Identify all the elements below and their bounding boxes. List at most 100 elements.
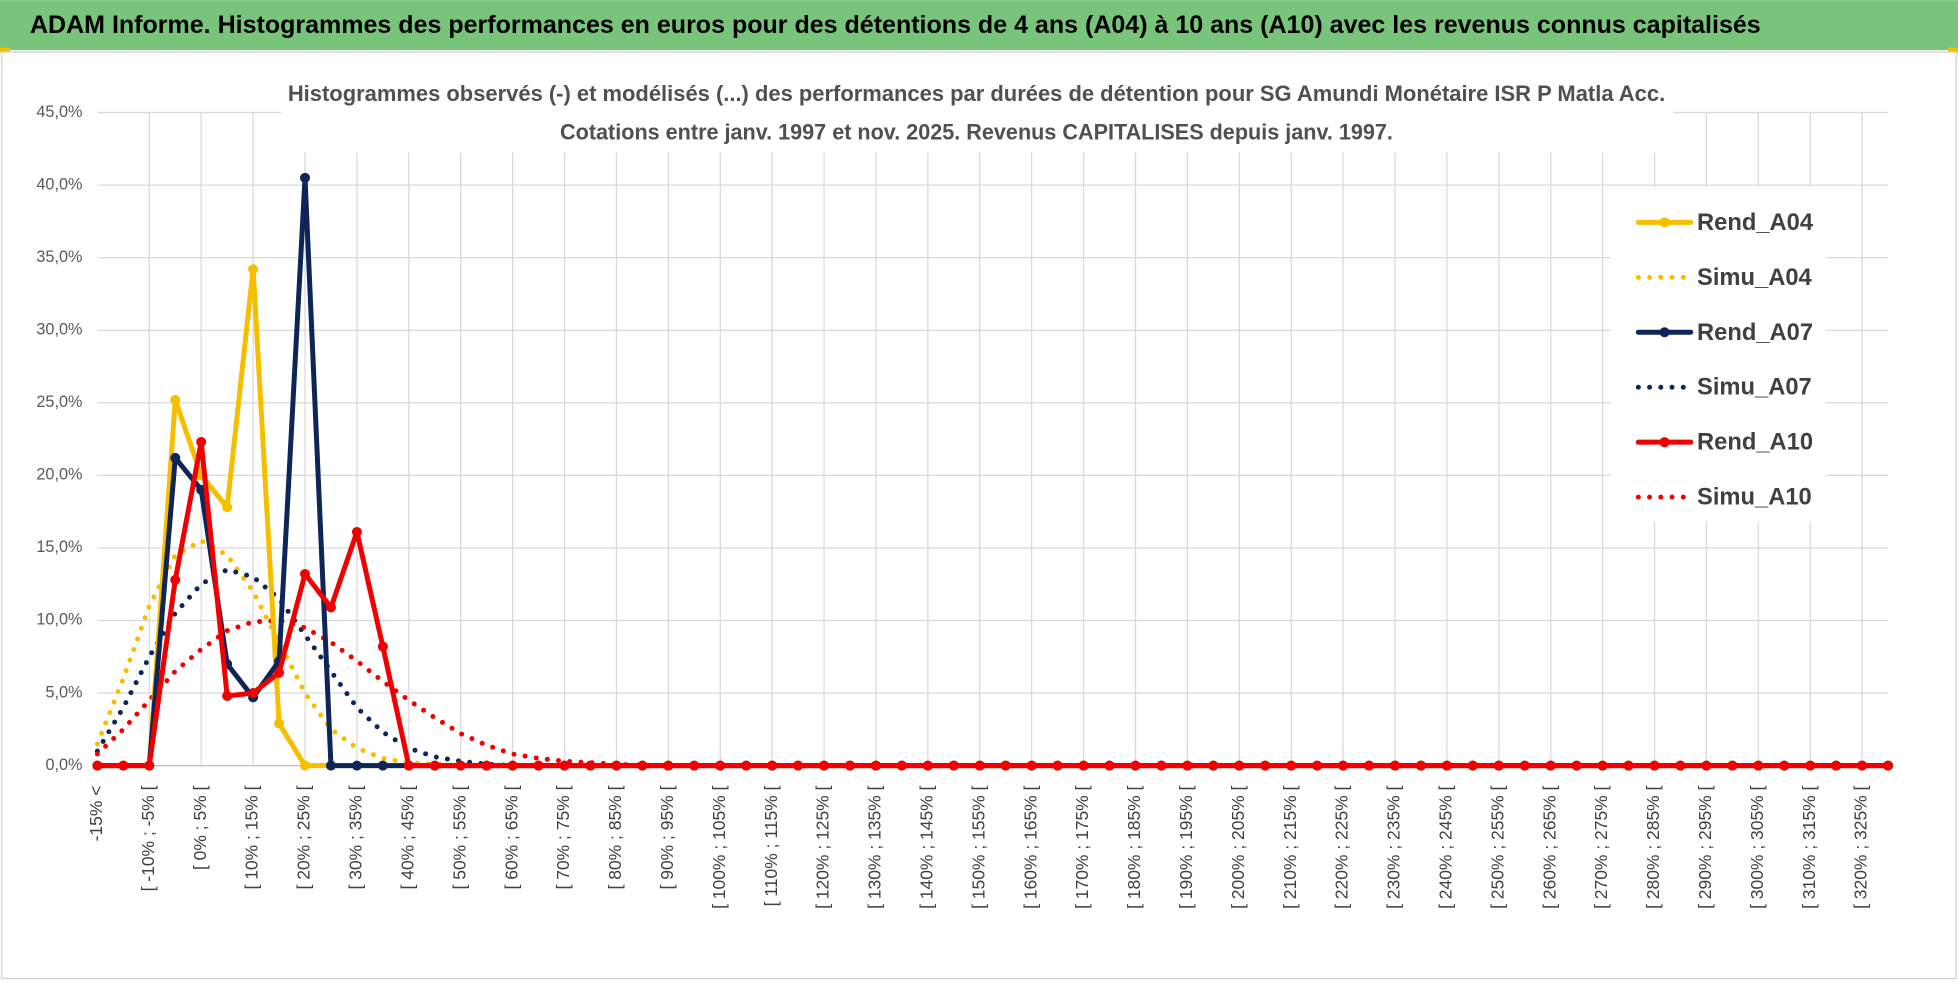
point (1130, 760, 1141, 771)
point (455, 760, 466, 771)
point (1000, 760, 1011, 771)
point (689, 760, 700, 771)
legend-label: Simu_A04 (1697, 265, 1812, 291)
point (248, 264, 259, 275)
point (845, 760, 855, 771)
chart-frame (1, 51, 1957, 980)
x-tick-label: [ 20% ; 25% [ (294, 785, 314, 889)
point (92, 760, 103, 771)
point (1493, 760, 1504, 771)
point (1519, 760, 1530, 771)
y-tick-label: 10,0% (36, 611, 82, 629)
x-tick-label: [ 170% ; 175% [ (1072, 785, 1092, 908)
point (1623, 760, 1634, 771)
point (1364, 760, 1375, 771)
y-tick-label: 40,0% (36, 175, 82, 193)
header-title: ADAM Informe. Histogrammes des performan… (30, 11, 1761, 39)
point (300, 569, 311, 580)
point (325, 602, 336, 613)
point (274, 718, 285, 729)
legend-background (1610, 187, 1826, 523)
point (481, 760, 492, 771)
point (507, 760, 518, 771)
point (222, 502, 233, 513)
y-tick-label: 35,0% (36, 248, 82, 266)
point (1104, 760, 1115, 771)
y-tick-label: 25,0% (36, 393, 82, 411)
point (1078, 760, 1089, 771)
y-tick-label: 15,0% (36, 538, 82, 556)
x-tick-label: [ 220% ; 225% [ (1332, 785, 1352, 908)
y-tick-label: 5,0% (45, 683, 82, 701)
series-line (94, 567, 1891, 769)
point (793, 760, 804, 771)
x-tick-label: [ 100% ; 105% [ (709, 785, 729, 908)
point (1857, 760, 1868, 771)
x-tick-label: [ 210% ; 215% [ (1280, 785, 1300, 908)
point (1675, 760, 1686, 771)
x-tick-label: -15% < (86, 786, 106, 842)
point (585, 760, 596, 771)
legend-marker (1659, 327, 1670, 338)
point (1831, 760, 1842, 771)
point (1026, 760, 1037, 771)
point (1779, 760, 1790, 771)
x-tick-label: [ 180% ; 185% [ (1124, 785, 1144, 908)
x-tick-label: [ 260% ; 265% [ (1539, 785, 1559, 908)
x-tick-label: [ 10% ; 15% [ (242, 785, 262, 889)
point (144, 760, 155, 771)
point (325, 760, 336, 771)
corner (0, 47, 10, 53)
legend-label: Rend_A10 (1697, 430, 1813, 456)
x-tick-label: [ 250% ; 255% [ (1487, 785, 1507, 908)
point (1156, 760, 1167, 771)
x-tick-label: [ 90% ; 95% [ (657, 785, 677, 889)
point (1545, 760, 1556, 771)
x-tick-label: [ 300% ; 305% [ (1747, 785, 1767, 908)
point (767, 760, 778, 771)
point (819, 760, 830, 771)
point (351, 526, 362, 537)
point (1727, 760, 1738, 771)
point (429, 760, 440, 771)
point (948, 760, 959, 771)
x-tick-label: [ 160% ; 165% [ (1020, 785, 1040, 908)
x-tick-label: [ 280% ; 285% [ (1643, 785, 1663, 908)
point (1208, 760, 1219, 771)
x-tick-label: [ 40% ; 45% [ (397, 785, 417, 889)
x-tick-label: [ 70% ; 75% [ (553, 785, 573, 889)
point (300, 172, 311, 183)
x-tick-label: [ 120% ; 125% [ (813, 785, 833, 908)
x-tick-label: [ 80% ; 85% [ (605, 785, 625, 889)
corner (1948, 47, 1958, 53)
point (1052, 760, 1063, 771)
x-tick-label: [ 50% ; 55% [ (449, 785, 469, 889)
chart-title: Histogrammes observés (-) et modélisés (… (288, 81, 1665, 106)
point (1415, 760, 1426, 771)
point (559, 760, 570, 771)
point (170, 574, 181, 585)
point (1571, 760, 1582, 771)
x-tick-label: [ 60% ; 65% [ (501, 785, 521, 889)
series-line (94, 439, 1891, 769)
y-tick-label: 20,0% (36, 466, 82, 484)
point (170, 452, 181, 463)
x-tick-label: [ 140% ; 145% [ (916, 785, 936, 908)
point (1649, 760, 1660, 771)
point (1182, 760, 1193, 771)
point (222, 690, 233, 701)
point (118, 760, 129, 771)
point (922, 760, 933, 771)
point (1441, 760, 1452, 771)
point (870, 760, 881, 771)
x-tick-label: [ 270% ; 275% [ (1591, 785, 1611, 908)
point (1597, 760, 1608, 771)
legend-label: Rend_A04 (1697, 210, 1814, 236)
header-bar (0, 0, 1958, 51)
x-tick-label: [ 230% ; 235% [ (1384, 785, 1404, 908)
x-tick-label: [ 110% ; 115% [ (761, 785, 781, 906)
point (1389, 760, 1400, 771)
point (1312, 760, 1323, 771)
point (1467, 760, 1478, 771)
